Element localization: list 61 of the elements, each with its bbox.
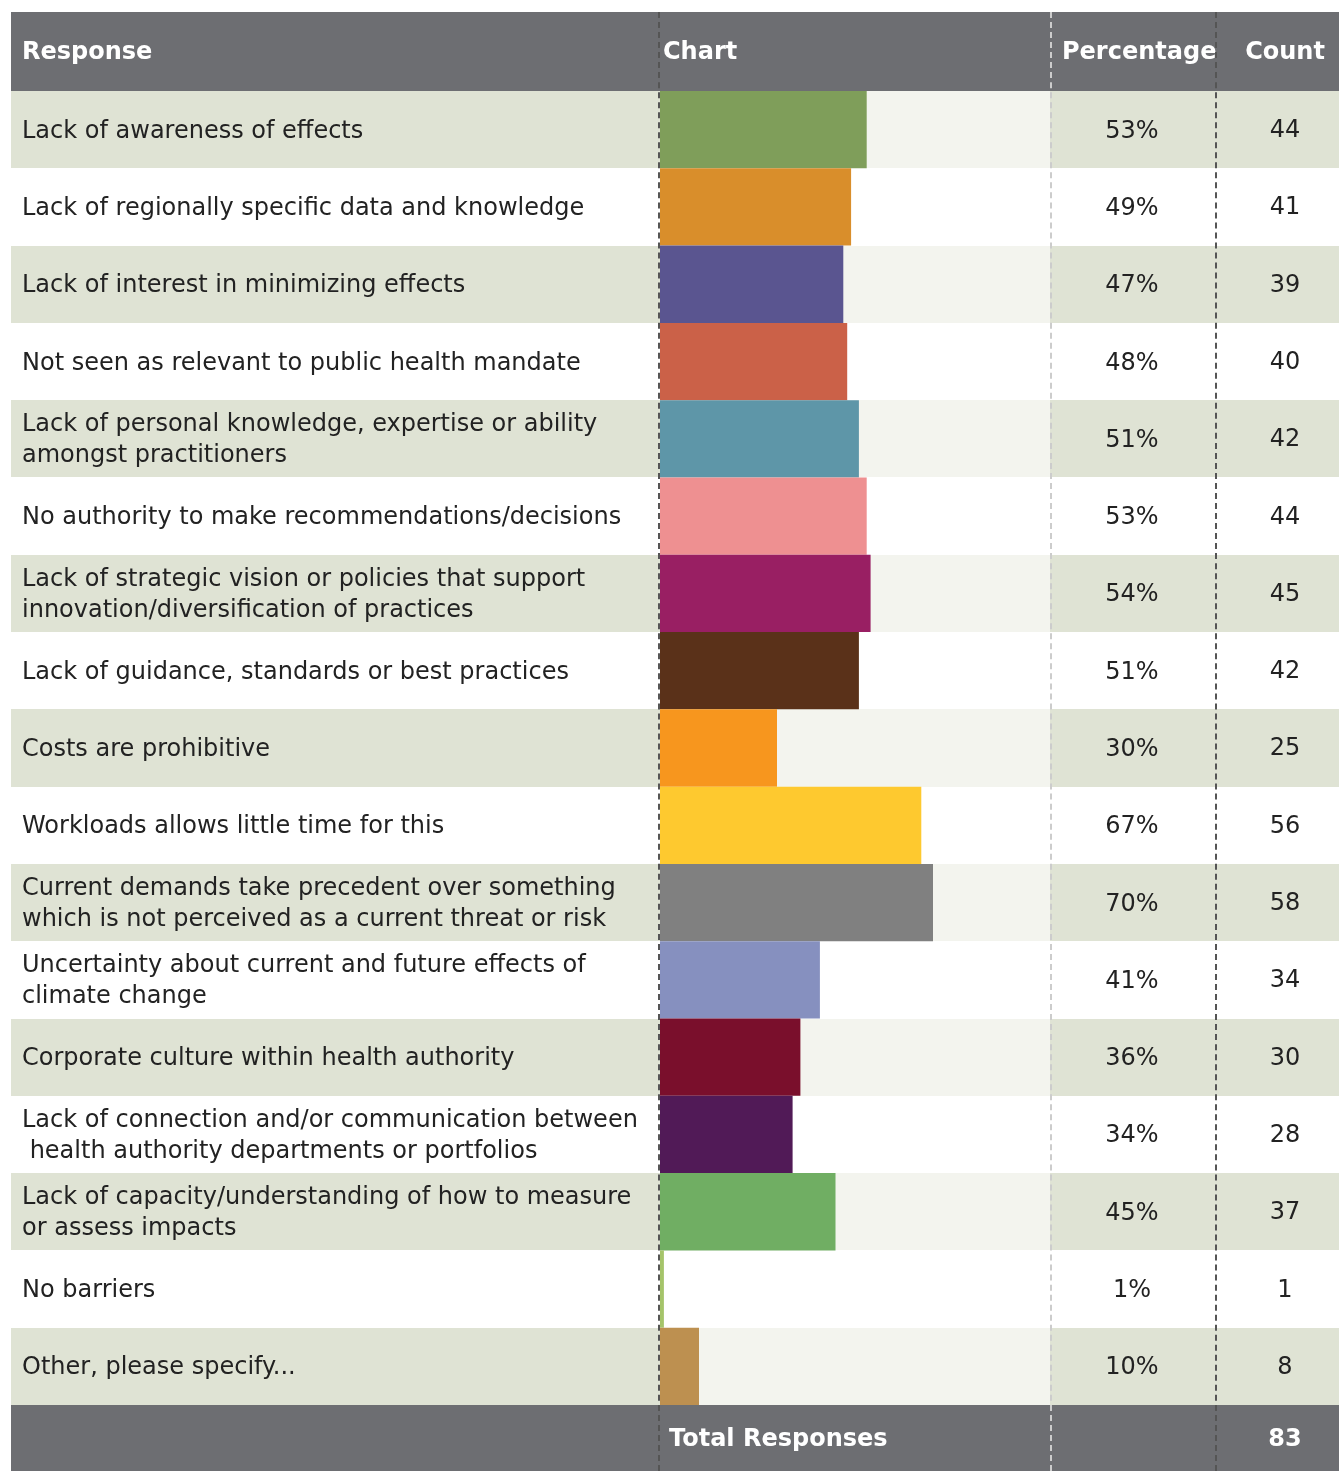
data-label: 48%: [1105, 347, 1159, 376]
text: 39: [1268, 268, 1302, 300]
data-label: 1%: [1112, 1275, 1152, 1304]
data-label: 47%: [1105, 270, 1159, 299]
y-axis-title: Response: [22, 36, 153, 67]
y-tick-label: Not seen as relevant to public health mandate: [22, 347, 581, 376]
data-label: 51%: [1105, 656, 1159, 685]
data-label: 54%: [1105, 579, 1159, 608]
bar: [660, 168, 852, 246]
text: 44: [1268, 500, 1302, 532]
text: 45: [1268, 577, 1302, 609]
data-label: 53%: [1105, 502, 1159, 531]
text: 44: [1268, 114, 1302, 145]
bar: [660, 709, 777, 787]
text: 83: [1267, 1423, 1303, 1455]
y-tick-label: Other, please specify...: [22, 1352, 296, 1381]
text: Percentage: [1062, 36, 1217, 67]
text: Count: [1244, 36, 1326, 67]
text: 8: [1276, 1350, 1294, 1382]
y-tick-label: Corporate culture within health authority: [22, 1043, 515, 1072]
y-tick-label: Lack of connection and/or communication between health authority departments or portfolios: [22, 1104, 638, 1164]
text: 41: [1268, 191, 1302, 223]
y-tick-label: Lack of guidance, standards or best practices: [22, 656, 569, 685]
bar: [660, 1250, 664, 1328]
data-label: 34%: [1105, 1120, 1159, 1149]
data-label: 30%: [1105, 734, 1159, 762]
text: 40: [1268, 345, 1302, 377]
text: 42: [1268, 655, 1302, 687]
text: 30: [1268, 1041, 1302, 1073]
data-label: 51%: [1105, 424, 1159, 453]
y-tick-label: Costs are prohibitive: [22, 734, 271, 762]
y-tick-label: Lack of awareness of effects: [22, 115, 364, 144]
bar: [660, 1327, 699, 1405]
text: Total Responses: [669, 1423, 888, 1455]
y-tick-label: Workloads allows little time for this: [22, 811, 445, 840]
data-label: 70%: [1105, 888, 1159, 917]
x-axis-title: Chart: [663, 36, 738, 67]
text: 34: [1268, 964, 1302, 996]
y-tick-label: Uncertainty about current and future effects of climate change: [22, 950, 594, 1010]
text: 58: [1268, 887, 1302, 918]
data-label: 53%: [1105, 115, 1159, 144]
data-label: 41%: [1105, 965, 1159, 994]
y-tick-label: Lack of personal knowledge, expertise or ability amongst practitioners: [22, 409, 605, 469]
y-tick-label: Lack of strategic vision or policies that support innovation/diversification of practices: [22, 563, 593, 623]
text: 25: [1268, 732, 1302, 764]
data-label: 67%: [1105, 811, 1159, 840]
y-tick-label: No barriers: [22, 1275, 156, 1304]
y-tick-label: Current demands take precedent over something which is not perceived as a current threat or risk: [22, 873, 624, 933]
text: 1: [1276, 1273, 1294, 1305]
text: 28: [1268, 1118, 1302, 1150]
text: 42: [1268, 423, 1302, 455]
data-label: 10%: [1105, 1352, 1159, 1381]
data-label: 49%: [1105, 192, 1159, 221]
text: 56: [1268, 809, 1302, 841]
y-tick-label: No authority to make recommendations/decisions: [22, 502, 622, 531]
y-tick-label: Lack of interest in minimizing effects: [22, 270, 466, 299]
text: 37: [1268, 1196, 1302, 1228]
data-label: 45%: [1105, 1197, 1159, 1226]
y-tick-label: Lack of capacity/understanding of how to measure or assess impacts: [22, 1182, 640, 1242]
y-tick-label: Lack of regionally specific data and knowledge: [22, 192, 585, 221]
data-label: 36%: [1105, 1043, 1159, 1072]
